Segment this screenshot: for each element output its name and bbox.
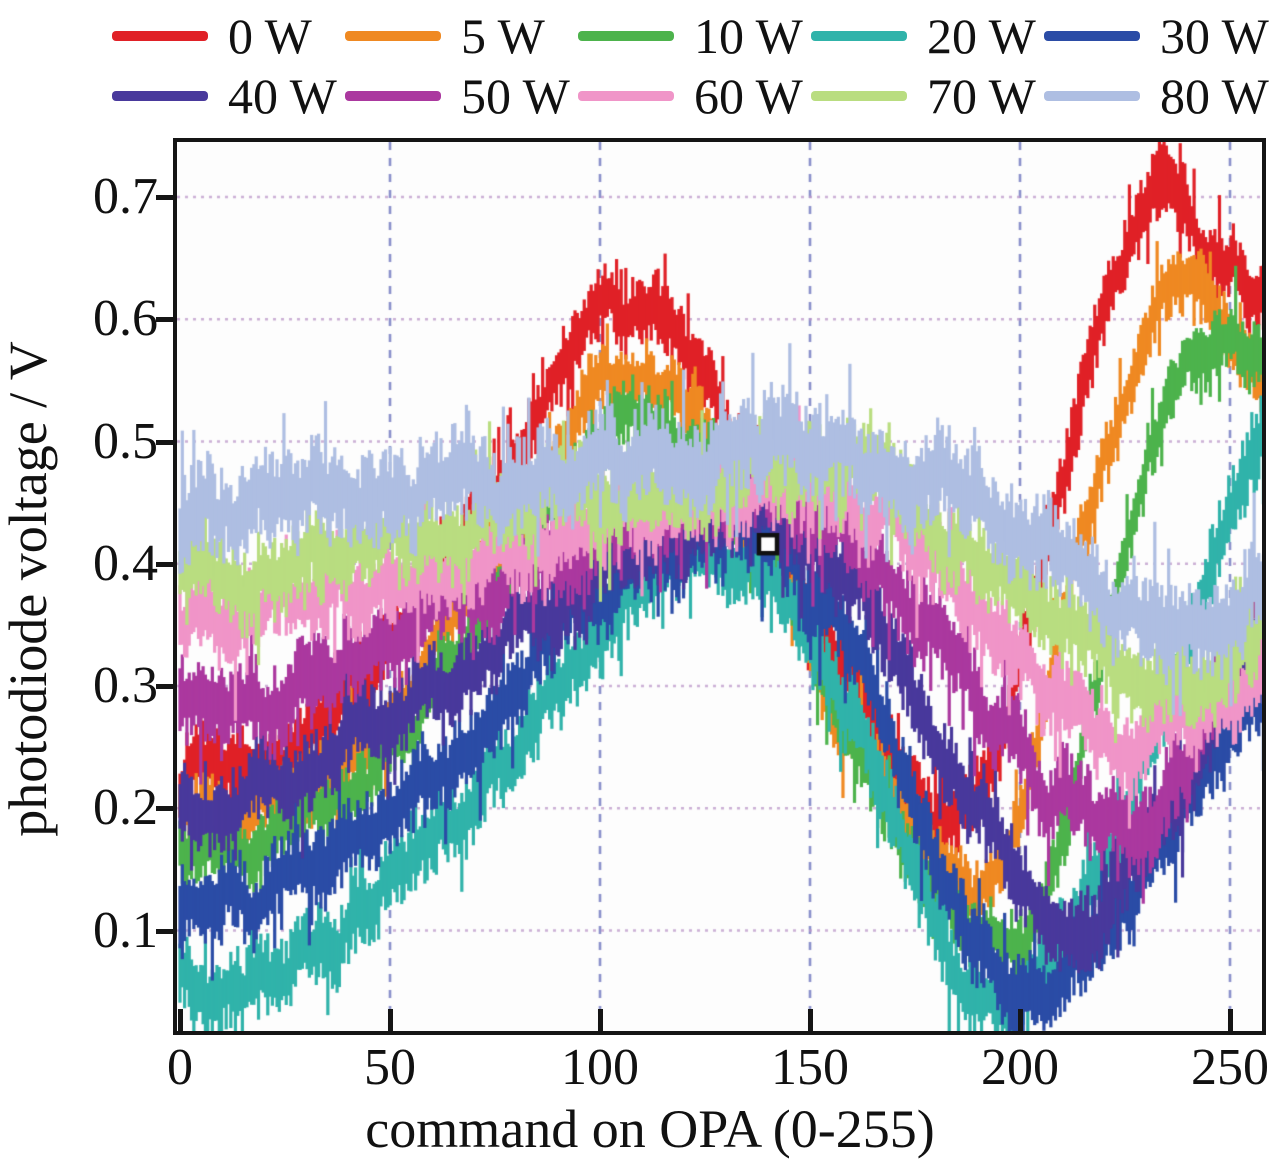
legend-item-80w: 80 W — [1044, 67, 1277, 125]
y-tick-label-0.2: 0.2 — [93, 779, 158, 837]
legend-item-40w: 40 W — [112, 67, 345, 125]
legend-swatch — [578, 31, 674, 41]
legend-swatch — [345, 31, 441, 41]
legend: 0 W 5 W 10 W 20 W 30 W 40 W 50 W 60 W 70 W 80 W — [112, 6, 1280, 126]
legend-label: 20 W — [927, 8, 1036, 64]
legend-row-1: 0 W 5 W 10 W 20 W 30 W — [112, 6, 1280, 66]
legend-label: 5 W — [461, 8, 545, 64]
x-tick-label-50: 50 — [364, 1039, 416, 1096]
legend-item-50w: 50 W — [345, 67, 578, 125]
y-tick-mark — [156, 928, 177, 934]
legend-label: 40 W — [228, 68, 337, 124]
x-tick-mark — [1227, 1009, 1233, 1031]
legend-item-70w: 70 W — [811, 67, 1044, 125]
x-tick-label-0: 0 — [167, 1039, 193, 1096]
x-tick-mark — [807, 1009, 813, 1031]
x-tick-label-250: 250 — [1191, 1039, 1269, 1096]
legend-swatch — [1044, 91, 1140, 101]
chart-canvas — [177, 142, 1262, 1031]
legend-label: 70 W — [927, 68, 1036, 124]
x-tick-mark — [597, 1009, 603, 1031]
legend-swatch — [112, 91, 208, 101]
legend-label: 60 W — [694, 68, 803, 124]
x-tick-mark — [1017, 1009, 1023, 1031]
legend-row-2: 40 W 50 W 60 W 70 W 80 W — [112, 66, 1280, 126]
x-tick-label-100: 100 — [561, 1039, 639, 1096]
x-tick-mark — [177, 1009, 183, 1031]
y-tick-mark — [156, 684, 177, 689]
legend-label: 30 W — [1160, 8, 1269, 64]
legend-item-20w: 20 W — [811, 7, 1044, 65]
y-tick-label-0.1: 0.1 — [93, 901, 158, 959]
legend-label: 0 W — [228, 8, 312, 64]
x-tick-label-150: 150 — [771, 1039, 849, 1096]
legend-swatch — [1044, 31, 1140, 41]
plot-area — [173, 138, 1266, 1035]
y-tick-label-0.4: 0.4 — [93, 534, 158, 592]
legend-label: 50 W — [461, 68, 570, 124]
legend-swatch — [811, 31, 907, 41]
x-axis-title: command on OPA (0-255) — [365, 1099, 935, 1159]
y-tick-label-0.3: 0.3 — [93, 657, 158, 714]
y-tick-mark — [156, 806, 177, 812]
legend-label: 10 W — [694, 8, 803, 64]
legend-item-10w: 10 W — [578, 7, 811, 65]
x-tick-mark — [387, 1009, 393, 1031]
legend-label: 80 W — [1160, 68, 1269, 124]
legend-swatch — [112, 31, 208, 41]
y-tick-mark — [156, 439, 177, 445]
y-tick-mark — [156, 561, 177, 567]
y-tick-mark — [156, 317, 177, 323]
y-tick-mark — [156, 195, 177, 200]
x-tick-label-200: 200 — [981, 1039, 1059, 1096]
legend-swatch — [345, 91, 441, 101]
legend-swatch — [811, 91, 907, 101]
legend-item-30w: 30 W — [1044, 7, 1277, 65]
y-tick-label-0.5: 0.5 — [93, 412, 158, 470]
y-tick-label-0.6: 0.6 — [93, 290, 158, 348]
y-tick-label-0.7: 0.7 — [93, 168, 158, 225]
legend-item-0w: 0 W — [112, 7, 345, 65]
legend-item-5w: 5 W — [345, 7, 578, 65]
legend-item-60w: 60 W — [578, 67, 811, 125]
legend-swatch — [578, 91, 674, 101]
